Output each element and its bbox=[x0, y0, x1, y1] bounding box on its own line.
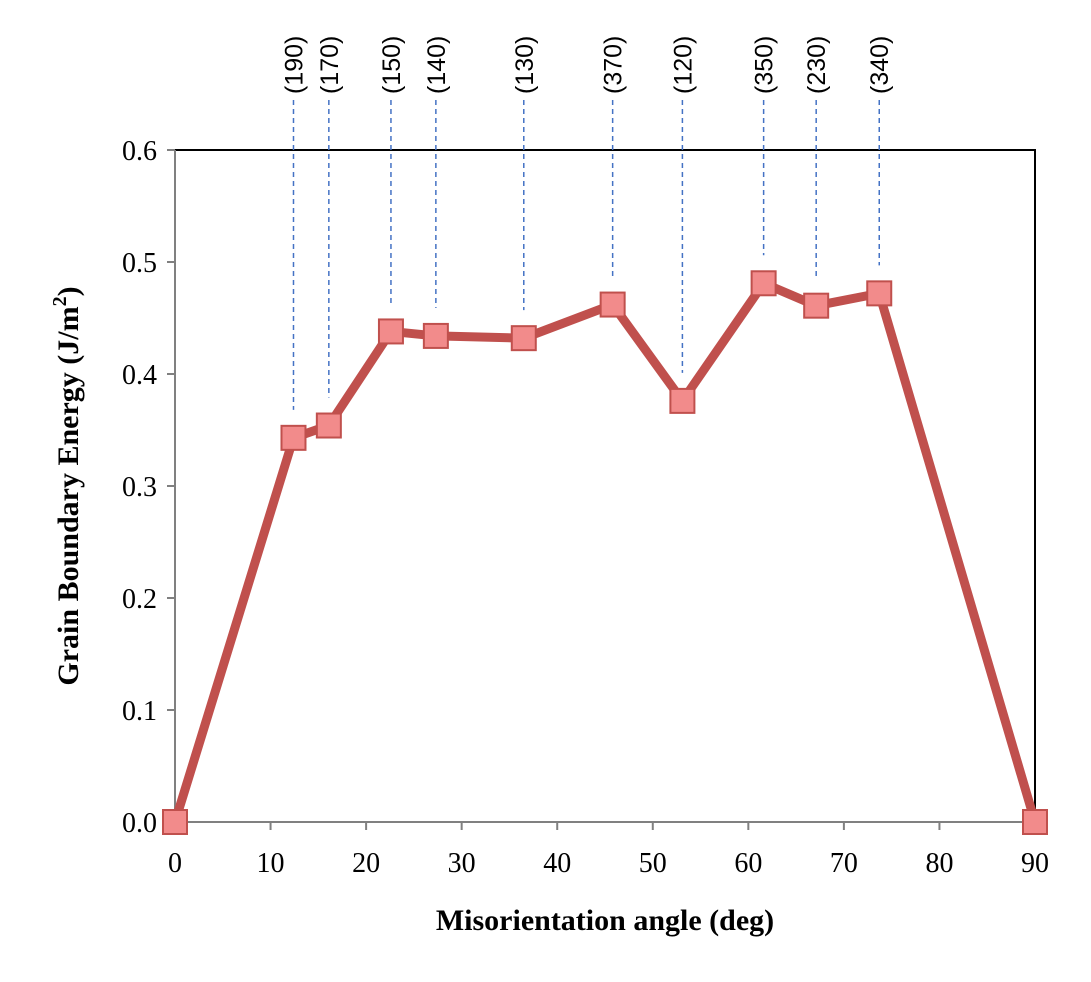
data-point-marker bbox=[510, 325, 537, 352]
y-tick-label: 0.3 bbox=[122, 472, 157, 503]
annotation-label: (120) bbox=[669, 36, 697, 94]
x-axis-title: Misorientation angle (deg) bbox=[436, 904, 774, 937]
y-axis-title: Grain Boundary Energy (J/m2) bbox=[49, 286, 85, 685]
annotation-label: (140) bbox=[423, 36, 451, 94]
data-point-marker bbox=[803, 292, 830, 319]
y-tick-label: 0.2 bbox=[122, 584, 157, 615]
data-point-marker bbox=[599, 291, 626, 318]
y-axis-title-close: ) bbox=[52, 286, 85, 296]
data-point-marker bbox=[669, 387, 696, 414]
x-tick-label: 10 bbox=[257, 848, 285, 879]
series-line bbox=[170, 278, 1040, 824]
y-tick-label: 0.4 bbox=[122, 360, 157, 391]
data-point-marker bbox=[315, 412, 342, 439]
y-axis-title-sup: 2 bbox=[49, 296, 71, 306]
data-point-marker bbox=[1022, 809, 1048, 835]
annotation-label: (190) bbox=[280, 36, 308, 94]
annotation-label: (340) bbox=[866, 36, 894, 94]
annotation-label: (350) bbox=[751, 36, 779, 94]
x-tick-label: 90 bbox=[1021, 848, 1049, 879]
x-tick-label: 80 bbox=[925, 848, 953, 879]
data-point-marker bbox=[866, 280, 893, 307]
x-tick-label: 60 bbox=[734, 848, 762, 879]
x-tick-label: 20 bbox=[352, 848, 380, 879]
x-tick-label: 30 bbox=[448, 848, 476, 879]
y-tick-label: 0.1 bbox=[122, 696, 157, 727]
y-tick-label: 0.0 bbox=[122, 808, 157, 839]
data-point-marker bbox=[377, 318, 404, 345]
data-point-marker bbox=[750, 270, 777, 297]
annotation-label: (150) bbox=[378, 36, 406, 94]
data-point-marker bbox=[162, 809, 188, 835]
y-tick-label: 0.6 bbox=[122, 136, 157, 167]
y-axis-title-main: Grain Boundary Energy (J/m bbox=[52, 306, 85, 685]
series-layer bbox=[162, 270, 1048, 835]
annotation-label: (230) bbox=[803, 36, 831, 94]
annotation-label: (170) bbox=[316, 36, 344, 94]
x-tick-label: 40 bbox=[543, 848, 571, 879]
axes-layer: 0.0 0.1 0.2 0.3 0.4 0.5 0.6 0 10 20 30 40 50 60 70 80 90 bbox=[122, 136, 1049, 879]
data-point-marker bbox=[280, 424, 307, 451]
x-tick-label: 50 bbox=[639, 848, 667, 879]
x-tick-label: 0 bbox=[168, 848, 182, 879]
annotation-label: (370) bbox=[600, 36, 628, 94]
annotation-layer: (190) (170) (150) (140) (130) (370) (120) (350)… bbox=[280, 36, 894, 410]
x-tick-label: 70 bbox=[830, 848, 858, 879]
annotation-label: (130) bbox=[511, 36, 539, 94]
y-tick-label: 0.5 bbox=[122, 248, 157, 279]
plot-frame bbox=[174, 149, 1036, 823]
data-point-marker bbox=[422, 322, 449, 349]
